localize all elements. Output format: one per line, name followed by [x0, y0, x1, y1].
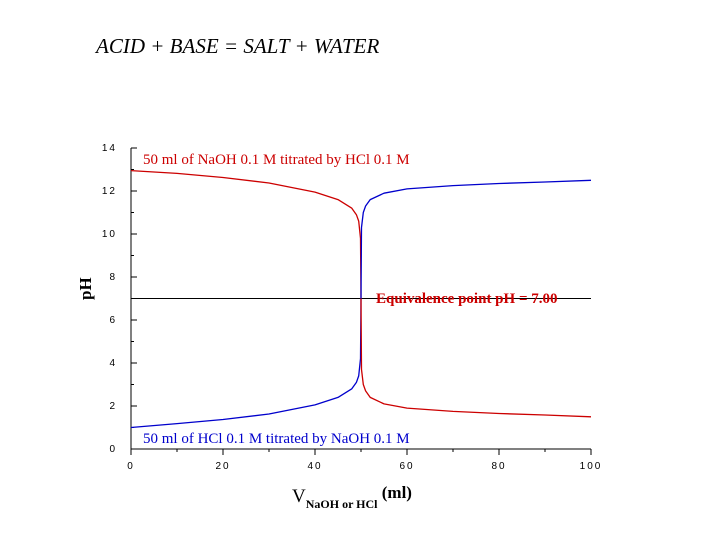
x-tick-label: 100 [580, 461, 603, 472]
x-axis-label-unit: (ml) [381, 483, 412, 502]
series-line-3 [360, 298, 592, 418]
x-tick-label: 60 [399, 461, 414, 472]
series-line-0 [130, 169, 362, 299]
y-tick-label: 2 [109, 401, 117, 412]
series-line-2 [130, 298, 362, 429]
x-axis-label-main: V [292, 486, 306, 507]
y-axis-label: pH [76, 277, 95, 300]
x-tick-label: 40 [307, 461, 322, 472]
series-line-1 [360, 179, 592, 299]
y-tick-label: 8 [109, 272, 117, 283]
x-axis-label-subscript: NaOH or HCl [305, 497, 378, 511]
x-tick-label: 80 [491, 461, 506, 472]
y-tick-label: 10 [102, 229, 117, 240]
y-tick-label: 14 [102, 143, 117, 154]
y-tick-label: 6 [109, 315, 117, 326]
curves [130, 169, 592, 429]
y-tick-label: 4 [109, 358, 117, 369]
slide-title: ACID + BASE = SALT + WATER [96, 34, 380, 58]
x-axis-label: VNaOH or HCl (ml) [292, 483, 412, 511]
annotation-equivalence: Equivalence point pH = 7.00 [376, 291, 558, 307]
x-tick-label: 20 [215, 461, 230, 472]
y-tick-label: 12 [102, 186, 117, 197]
annotation-top: 50 ml of NaOH 0.1 M titrated by HCl 0.1 … [143, 152, 410, 168]
x-tick-label: 0 [127, 461, 135, 472]
y-tick-label: 0 [109, 444, 117, 455]
annotation-bottom: 50 ml of HCl 0.1 M titrated by NaOH 0.1 … [143, 431, 410, 447]
ticks: 0 2 4 6 8 10 12 14 0 20 40 60 80 100 [102, 143, 603, 472]
